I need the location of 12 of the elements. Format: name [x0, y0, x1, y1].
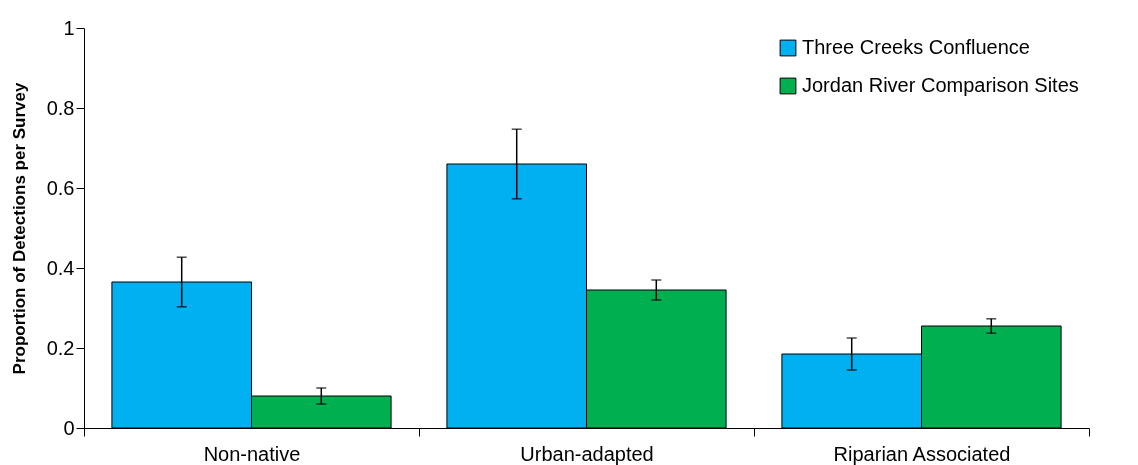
x-tick-label: Riparian Associated	[833, 442, 1011, 465]
legend-label: Three Creeks Confluence	[802, 36, 1030, 58]
x-tick-label: Urban-adapted	[520, 442, 654, 465]
x-tick-label: Non-native	[203, 442, 301, 465]
y-tick-label: 0.2	[46, 336, 75, 359]
y-tick-label: 0.4	[46, 256, 75, 279]
y-tick-label: 1	[63, 16, 75, 39]
y-tick-label: 0.6	[46, 176, 75, 199]
y-tick-label: 0	[63, 416, 75, 439]
legend-label: Jordan River Comparison Sites	[802, 74, 1079, 96]
y-tick-label: 0.8	[46, 96, 75, 119]
y-axis-title: Proportion of Detections per Survey	[9, 82, 29, 375]
